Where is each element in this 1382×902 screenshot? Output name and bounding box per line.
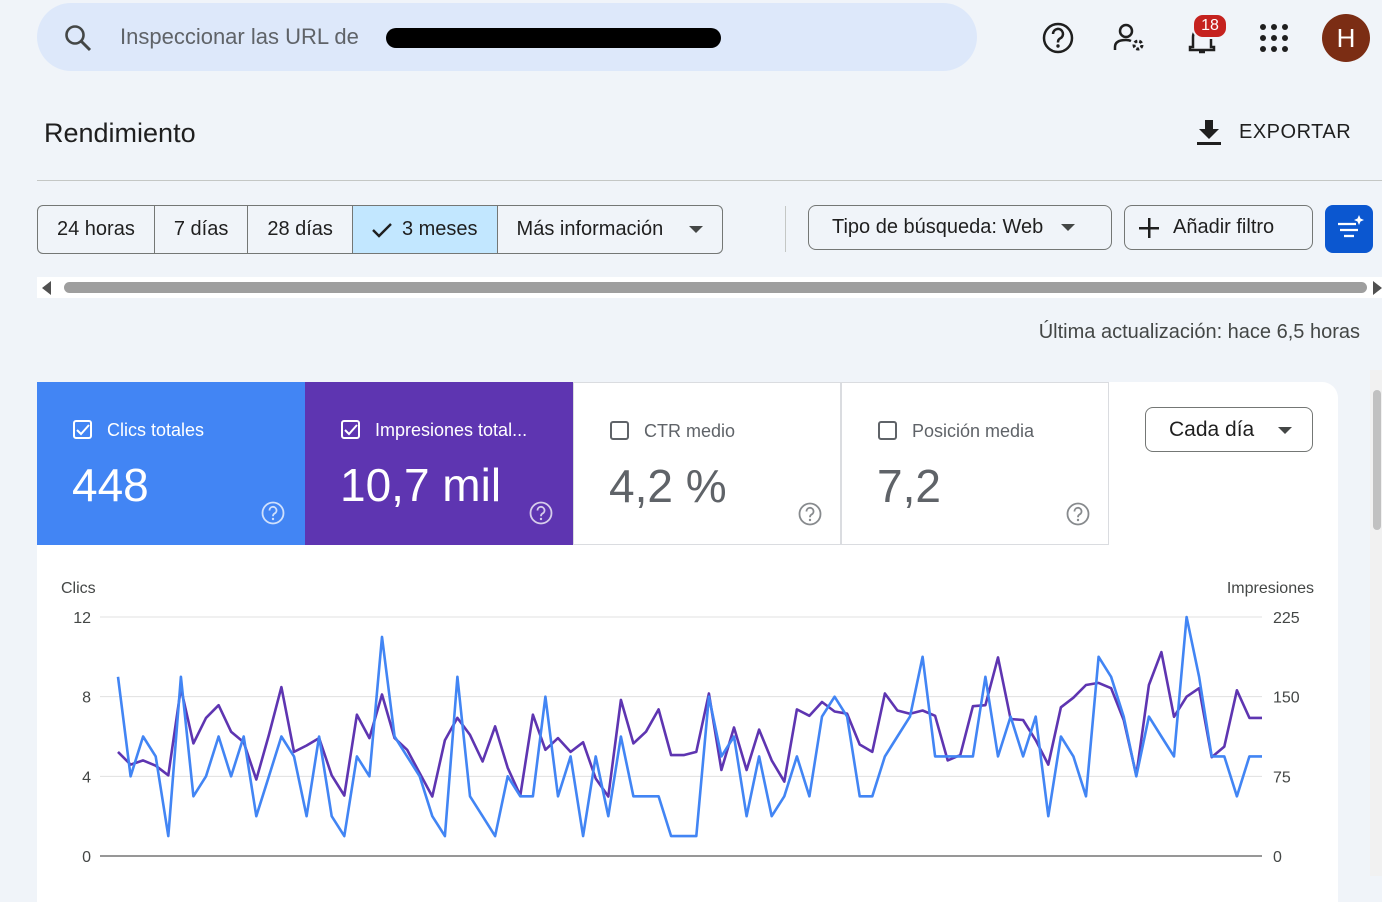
checkbox-tick — [76, 424, 90, 436]
y-axis-label: Clics — [61, 580, 96, 597]
help-mark — [805, 506, 815, 518]
filter-settings-button[interactable] — [1325, 205, 1373, 253]
metric-help-icon — [529, 501, 553, 525]
redacted-url — [386, 28, 721, 48]
metric-help-icon — [798, 502, 822, 526]
range-label: 3 meses — [401, 218, 478, 240]
add-filter-button[interactable]: Añadir filtro — [1124, 205, 1313, 250]
metric-card[interactable]: Posición media 7,2 — [841, 382, 1109, 545]
help-circle — [529, 501, 553, 525]
search-type-label: Tipo de búsqueda: Web — [832, 216, 1044, 238]
range-label: 28 días — [267, 218, 333, 240]
scroll-left-arrow[interactable] — [41, 281, 53, 295]
last-update: Última actualización: hace 6,5 horas — [1038, 321, 1360, 343]
apps-icon[interactable] — [1259, 23, 1289, 53]
metric-label: Impresiones total... — [375, 420, 528, 440]
y-tick-label: 4 — [82, 769, 91, 786]
range-label: 7 días — [173, 218, 229, 240]
range-chip[interactable]: Más información — [498, 206, 723, 253]
help-dot — [539, 517, 543, 521]
help-mark — [536, 505, 546, 517]
range-chip[interactable]: 3 meses — [352, 206, 498, 253]
arrow-path — [689, 225, 704, 233]
metric-card[interactable]: Clics totales 448 — [37, 382, 305, 545]
search-placeholder: Inspeccionar las URL de — [120, 24, 359, 49]
metric-checkbox — [73, 420, 92, 439]
checkbox-box — [610, 421, 629, 440]
download-icon — [1197, 120, 1221, 145]
y2-tick-label: 0 — [1273, 849, 1282, 866]
series-line — [117, 650, 1262, 798]
metric-label: Posición media — [912, 421, 1035, 441]
account-avatar[interactable]: H — [1322, 14, 1370, 62]
granularity-label: Cada día — [1169, 418, 1255, 441]
checkbox-box — [73, 420, 92, 439]
y-tick-label: 0 — [82, 849, 91, 866]
page-title: Rendimiento — [44, 118, 196, 148]
metric-checkbox — [878, 421, 897, 440]
metric-label: Clics totales — [107, 420, 205, 440]
metric-help-icon — [261, 501, 285, 525]
y2-axis-label: Impresiones — [1227, 580, 1314, 597]
y2-tick-label: 150 — [1273, 690, 1300, 707]
help-dot — [1076, 518, 1080, 522]
metric-checkbox — [610, 421, 629, 440]
metric-checkbox — [341, 420, 360, 439]
metric-help-icon — [1066, 502, 1090, 526]
checkbox-tick — [344, 424, 358, 436]
performance-chart: Clics Impresiones 0 4 8 12 0 75 150 225 — [61, 580, 1314, 866]
range-label: Más información — [516, 218, 664, 240]
help-mark — [268, 505, 278, 517]
metric-label: CTR medio — [644, 421, 736, 441]
range-chip[interactable]: 7 días — [155, 206, 249, 253]
dropdown-arrow — [689, 225, 704, 233]
vertical-scrollbar-thumb[interactable] — [1373, 390, 1381, 530]
users-settings-icon[interactable] — [1112, 20, 1148, 56]
date-range-chips: 24 horas 7 días 28 días 3 meses Más informac… — [37, 205, 724, 254]
help-circle — [261, 501, 285, 525]
help-circle — [1066, 502, 1090, 526]
checkbox-box — [878, 421, 897, 440]
range-chip[interactable]: 24 horas — [38, 206, 155, 253]
dropdown-arrow — [1278, 427, 1292, 434]
metric-value: 448 — [72, 459, 149, 511]
export-button[interactable]: EXPORTAR — [1239, 121, 1352, 143]
filter-icon — [1338, 215, 1364, 238]
granularity-button[interactable]: Cada día — [1145, 407, 1313, 452]
y-tick-label: 8 — [82, 690, 91, 707]
search-icon — [65, 25, 92, 52]
y2-tick-label: 75 — [1273, 769, 1291, 786]
help-icon[interactable] — [1040, 20, 1076, 56]
dropdown-arrow — [1061, 223, 1076, 231]
help-circle — [798, 502, 822, 526]
metric-card[interactable]: CTR medio 4,2 % — [573, 382, 841, 545]
range-chip[interactable]: 28 días — [248, 206, 353, 253]
plus-icon — [1139, 217, 1159, 238]
separator — [785, 206, 786, 252]
help-dot — [271, 517, 275, 521]
scrollbar-thumb[interactable] — [64, 282, 1367, 293]
y-tick-label: 12 — [73, 610, 91, 627]
range-label: 24 horas — [57, 218, 135, 240]
check-icon — [372, 222, 392, 238]
checkbox-box — [341, 420, 360, 439]
y2-tick-label: 225 — [1273, 610, 1300, 627]
search-type-button[interactable]: Tipo de búsqueda: Web — [808, 205, 1112, 250]
metric-card[interactable]: Impresiones total... 10,7 mil — [305, 382, 573, 545]
help-mark — [1073, 506, 1083, 518]
metric-value: 7,2 — [877, 460, 941, 512]
divider — [37, 180, 1382, 181]
scroll-right-arrow[interactable] — [1372, 281, 1382, 295]
search-console-page: Inspeccionar las URL de 18 H Rendimiento… — [37, 3, 1382, 902]
notification-badge: 18 — [1192, 13, 1228, 39]
add-filter-label: Añadir filtro — [1173, 216, 1275, 238]
metric-value: 4,2 % — [609, 460, 727, 512]
help-dot — [808, 518, 812, 522]
check-path — [372, 222, 392, 238]
metric-value: 10,7 mil — [340, 459, 502, 511]
series-line — [116, 615, 1262, 838]
